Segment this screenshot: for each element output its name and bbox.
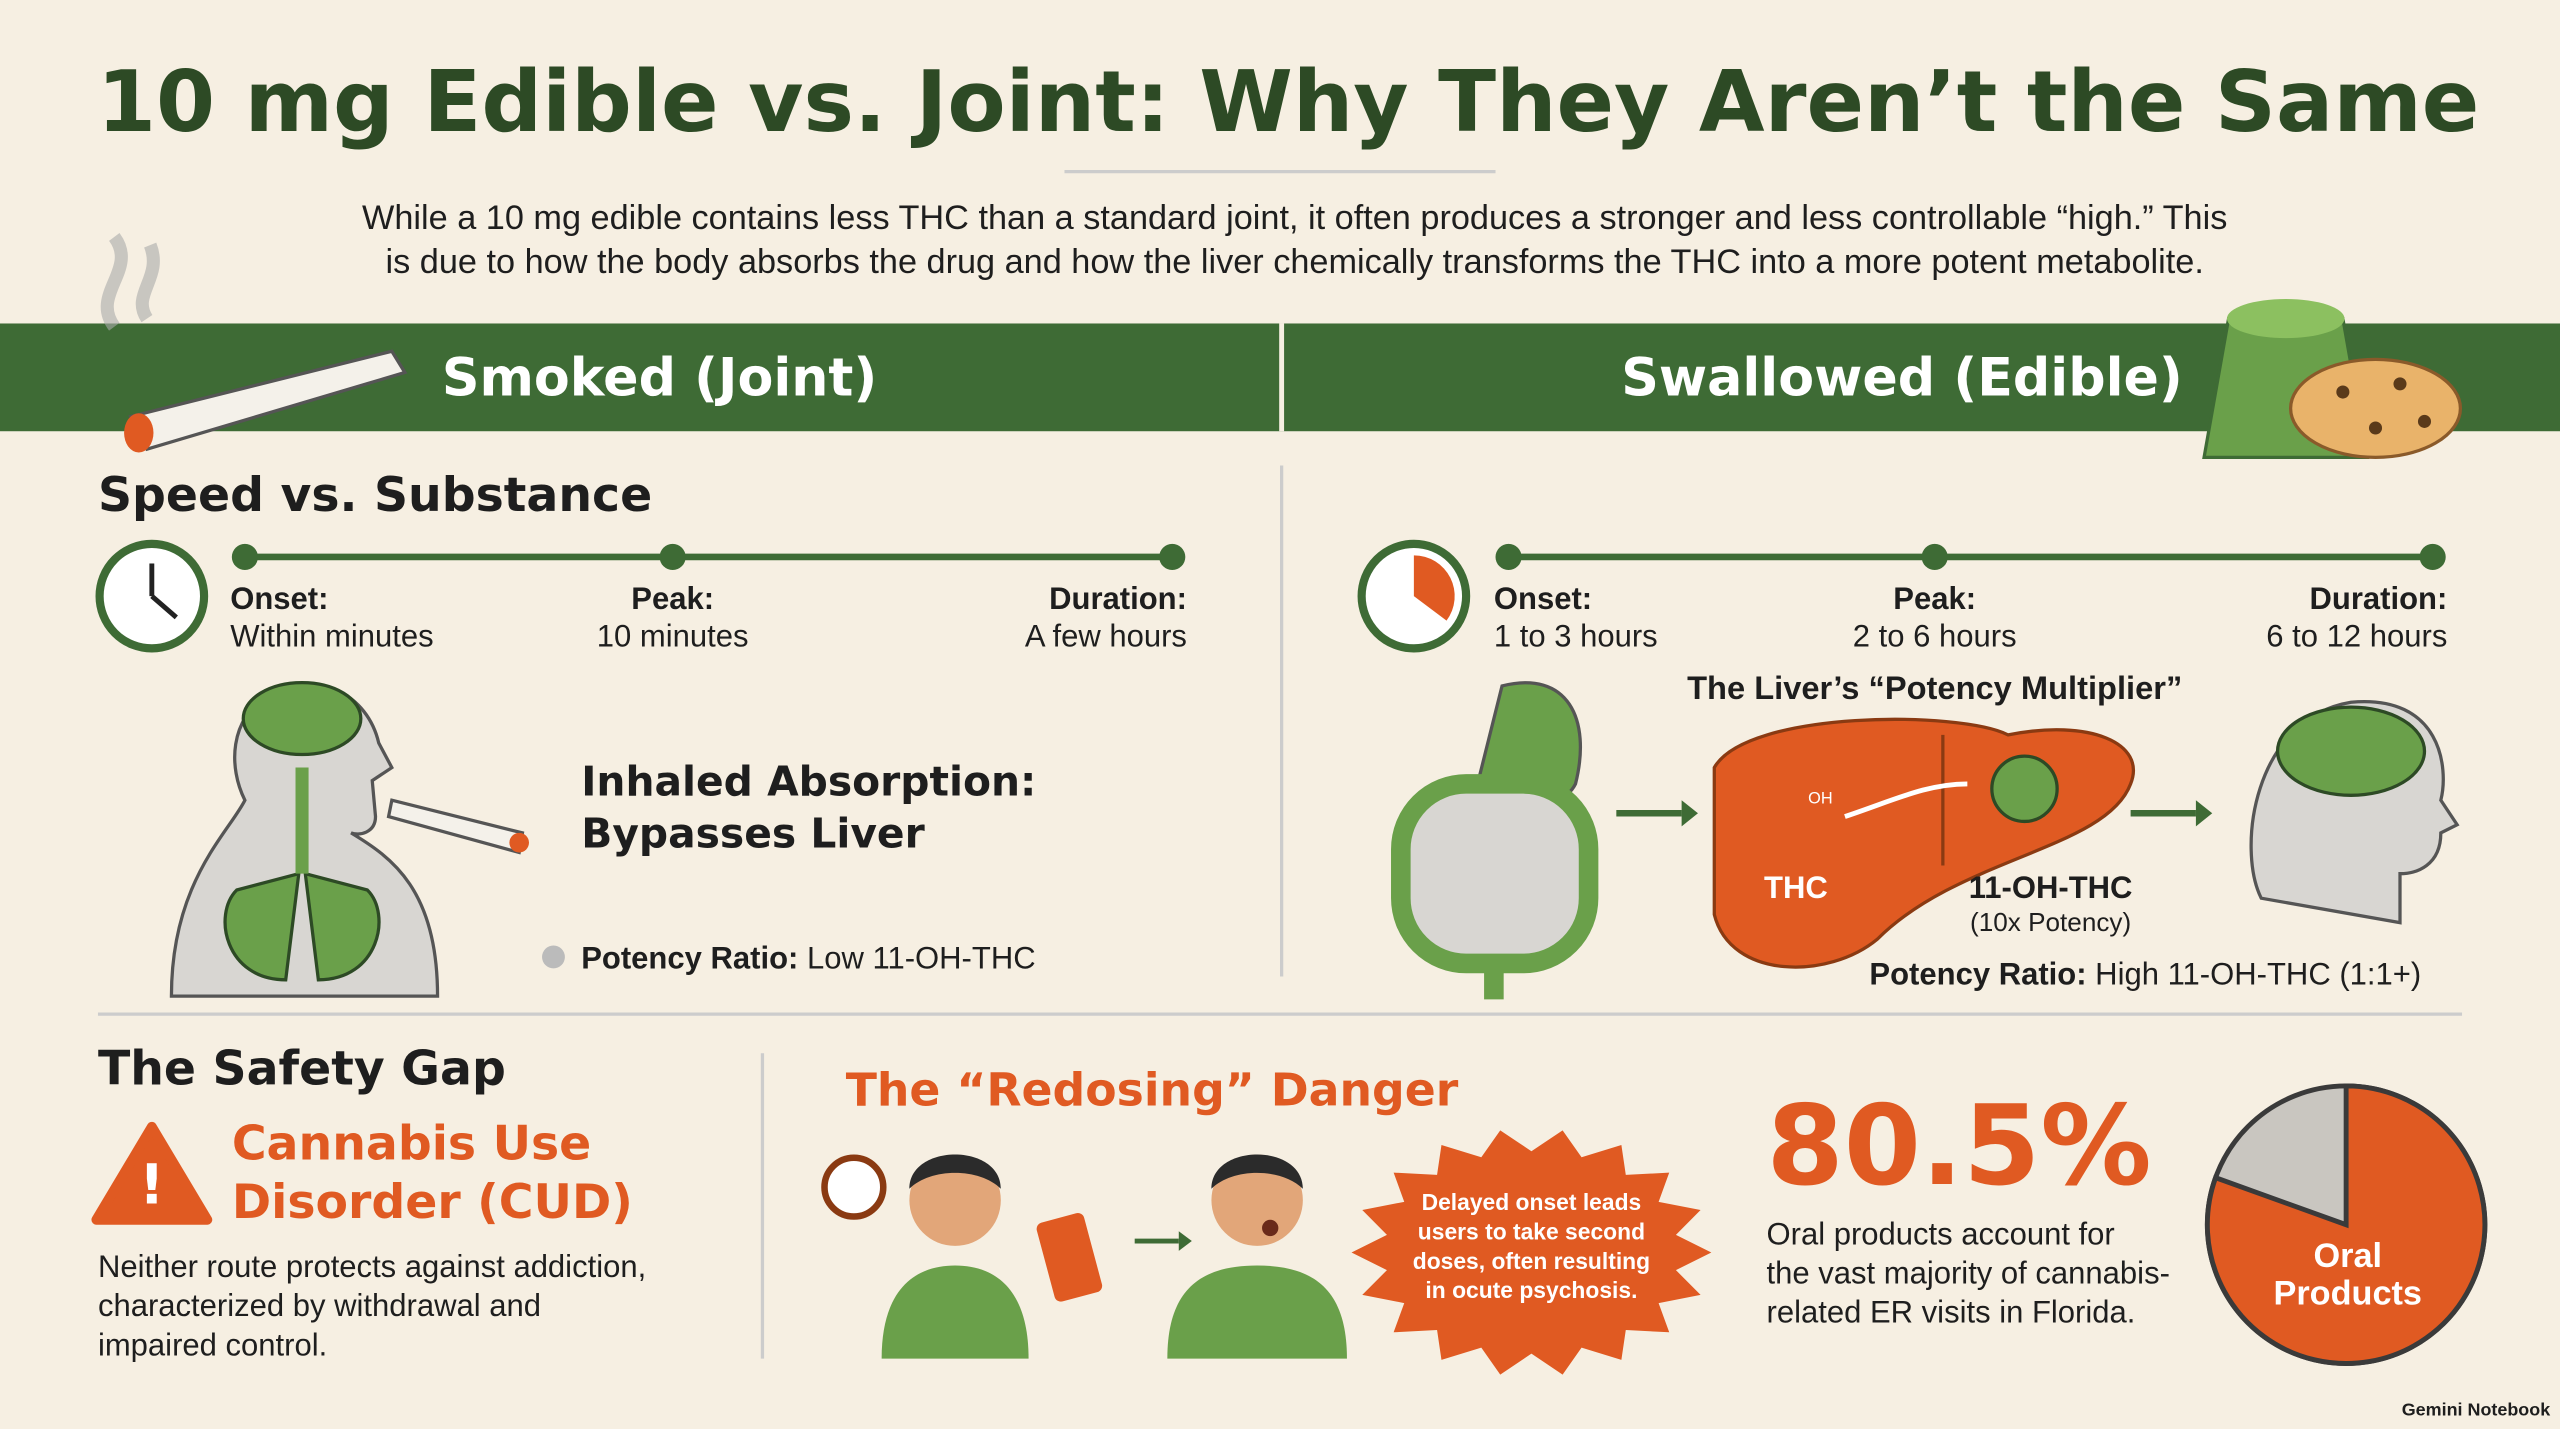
column-heading: Swallowed (Edible)	[1621, 348, 2183, 408]
timeline-dot	[1159, 543, 1186, 571]
timeline-label: Peak:	[1893, 581, 1976, 616]
potency-value: High 11-OH-THC (1:1+)	[2095, 957, 2421, 992]
potency-value: Low 11-OH-THC	[807, 940, 1036, 975]
timeline-value: 10 minutes	[597, 619, 749, 654]
stat-text: the vast majority of cannabis-	[1767, 1255, 2170, 1290]
thc-label: THC	[1764, 870, 1828, 905]
edible-icon	[2202, 298, 2463, 459]
timeline-label: Onset:	[1494, 581, 1592, 616]
warning-icon: !	[91, 1121, 213, 1225]
timeline-value: 6 to 12 hours	[2266, 619, 2447, 654]
timeline-dot	[1921, 543, 1948, 571]
timeline-dot	[231, 543, 258, 571]
timeline-label: Onset:	[230, 581, 328, 616]
svg-text:!: !	[139, 1152, 164, 1217]
stat-text: related ER visits in Florida.	[1767, 1295, 2136, 1330]
section-heading: The Safety Gap	[98, 1041, 506, 1096]
timeline-dot	[2419, 543, 2446, 571]
pie-slice	[2204, 1083, 2488, 1366]
liver-title: The Liver’s “Potency Multiplier”	[1687, 669, 2182, 706]
clock-icon	[1357, 539, 1471, 653]
timeline-dot	[659, 543, 686, 571]
timeline-value: A few hours	[1025, 619, 1187, 654]
absorption-text: Inhaled Absorption:	[581, 757, 1036, 805]
cud-text: characterized by withdrawal and	[98, 1288, 541, 1323]
cud-text: Neither route protects against addiction…	[98, 1249, 646, 1284]
cud-text: impaired control.	[98, 1327, 327, 1362]
redosing-title: The “Redosing” Danger	[846, 1064, 1459, 1117]
pie-label: Oral	[2313, 1237, 2382, 1275]
metabolite-label: 11-OH-THC	[1969, 870, 2133, 905]
potency-label: Potency Ratio:	[1869, 957, 2086, 992]
absorption-text: Bypasses Liver	[581, 810, 925, 858]
joint-icon	[100, 233, 408, 453]
burst-text: Delayed onset leads	[1422, 1189, 1642, 1215]
potency-line: Potency Ratio: High 11-OH-THC (1:1+)	[1869, 957, 2421, 992]
timeline-label: Duration:	[1049, 581, 1187, 616]
metabolite-note: (10x Potency)	[1970, 907, 2131, 937]
stat-value: 80.5%	[1767, 1082, 2152, 1211]
timeline-value: 1 to 3 hours	[1494, 619, 1658, 654]
potency-line: Potency Ratio: Low 11-OH-THC	[581, 940, 1035, 975]
timeline-label: Duration:	[2310, 581, 2448, 616]
bullet	[542, 945, 565, 969]
timeline-dot	[1495, 543, 1522, 571]
molecule-label: OH	[1808, 789, 1832, 807]
redosing-illustration	[821, 1154, 1347, 1359]
burst	[1351, 1130, 1712, 1375]
stat-text: Oral products account for	[1767, 1216, 2115, 1251]
burst-text: in ocute psychosis.	[1425, 1277, 1637, 1303]
clock-icon	[95, 539, 209, 653]
cud-title: Cannabis Use	[232, 1116, 591, 1171]
head-lungs-illustration	[169, 681, 529, 998]
timeline-value: Within minutes	[230, 619, 433, 654]
burst-text: doses, often resulting	[1413, 1248, 1650, 1274]
timeline-value: 2 to 6 hours	[1853, 619, 2017, 654]
intro-line: While a 10 mg edible contains less THC t…	[362, 199, 2227, 237]
section-heading: Speed vs. Substance	[98, 468, 652, 523]
pie-label: Products	[2273, 1275, 2422, 1313]
timeline-label: Peak:	[631, 581, 714, 616]
burst-text: users to take second	[1418, 1218, 1645, 1244]
cud-title: Disorder (CUD)	[232, 1175, 633, 1230]
digestive-illustration	[1391, 681, 2460, 1000]
footer: Gemini Notebook	[2402, 1400, 2551, 1420]
column-heading: Smoked (Joint)	[442, 348, 877, 408]
potency-label: Potency Ratio:	[581, 940, 798, 975]
title: 10 mg Edible vs. Joint: Why They Aren’t …	[97, 53, 2479, 152]
intro-line: is due to how the body absorbs the drug …	[386, 243, 2204, 281]
